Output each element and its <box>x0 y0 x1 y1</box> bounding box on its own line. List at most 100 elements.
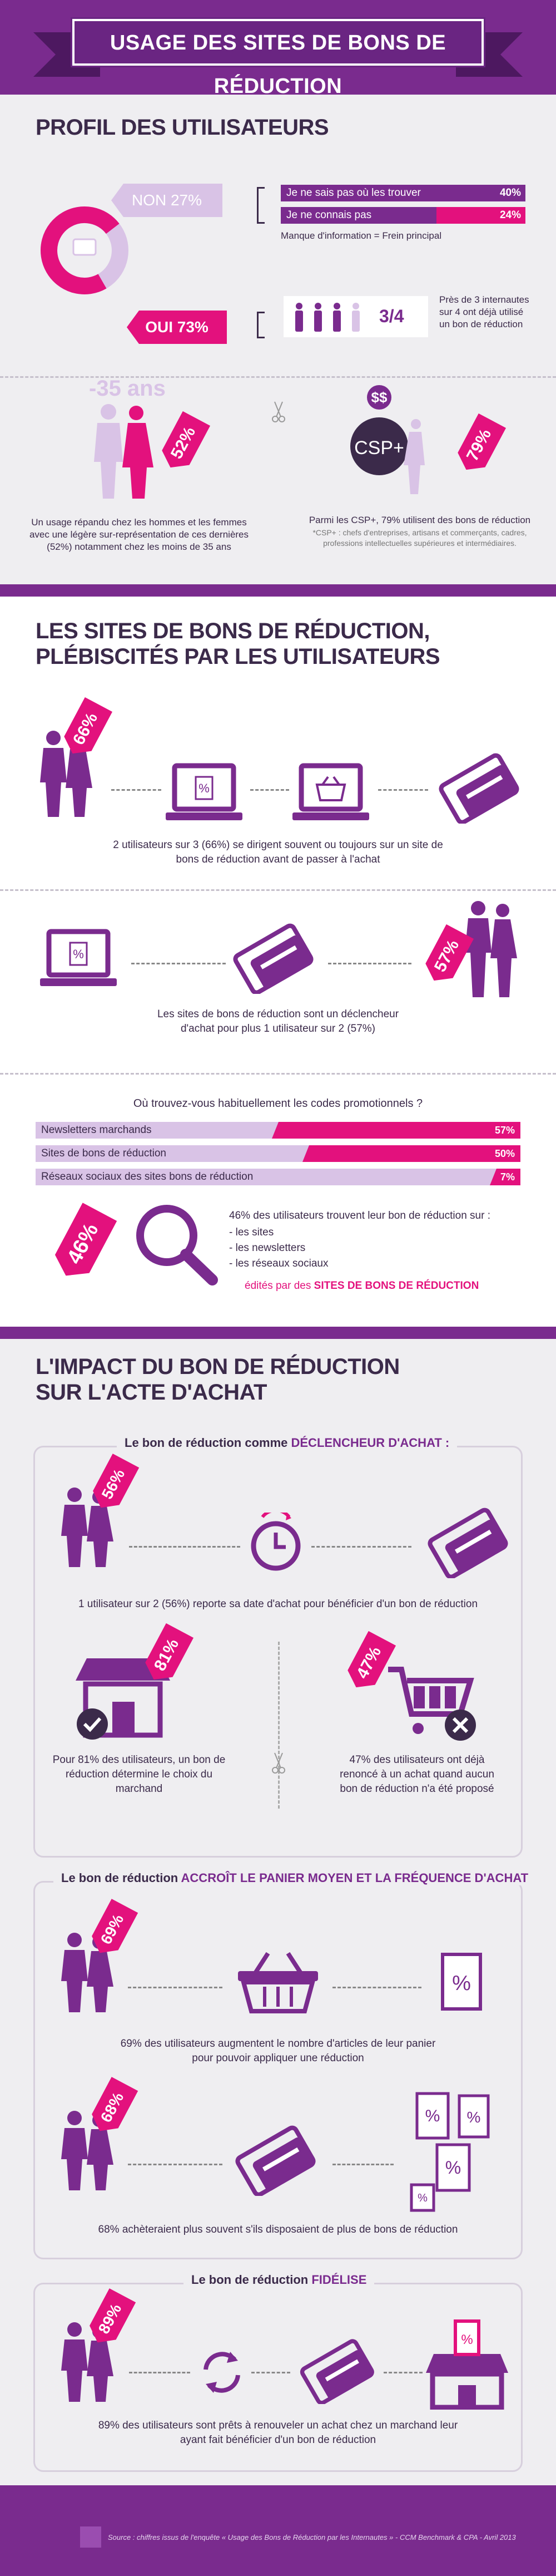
scissors-icon-2 <box>272 1752 285 1774</box>
channel-bar-1: 57% <box>272 1122 520 1139</box>
flow-line-8 <box>128 1987 222 1988</box>
reasons-note: Manque d'information = Frein principal <box>281 230 442 241</box>
oui-tag: OUI 73% <box>127 311 227 344</box>
flow-line-12 <box>129 2372 190 2373</box>
svg-text:%: % <box>418 2192 428 2204</box>
channel-row-1: Newsletters marchands 57% <box>36 1122 520 1139</box>
svg-text:%: % <box>452 1972 471 1995</box>
text-46-end: édités par des SITES DE BONS DE RÉDUCTIO… <box>245 1280 479 1292</box>
ratio-box: 3/4 <box>284 296 428 337</box>
flow-line-11 <box>332 2164 394 2165</box>
credit-card-icon-2 <box>233 923 314 994</box>
text-46-intro: 46% des utilisateurs trouvent leur bon d… <box>229 1210 490 1221</box>
divider-band-2 <box>0 1327 556 1339</box>
text-46-item-1: - les sites <box>229 1227 274 1238</box>
reason-value-1: 40% <box>499 187 521 199</box>
divider-band-1 <box>0 584 556 597</box>
svg-text:$$: $$ <box>371 389 388 406</box>
box1-title: Le bon de réduction comme DÉCLENCHEUR D'… <box>117 1436 458 1450</box>
svg-text:%: % <box>425 2107 440 2125</box>
box1-vertical-divider <box>278 1642 280 1809</box>
impact-title-1: L'IMPACT DU BON DE RÉDUCTION <box>36 1355 400 1379</box>
page-title: USAGE DES SITES DE BONS DE RÉDUCTION <box>110 31 446 98</box>
svg-text:%: % <box>198 781 210 795</box>
recycle-icon <box>203 2352 240 2393</box>
text-68: 68% achèteraient plus souvent s'ils disp… <box>98 2224 458 2235</box>
flow-line-4 <box>131 963 226 964</box>
shop-coupon-icon: % <box>426 2319 508 2410</box>
ccm-logo <box>80 2526 101 2548</box>
shopping-couple-icon-3 <box>61 1488 113 1567</box>
reason-value-2: 24% <box>499 209 521 221</box>
sites-title-1: LES SITES DE BONS DE RÉDUCTION, <box>36 619 430 643</box>
csp-note: *CSP+ : chefs d'entreprises, artisans et… <box>312 528 527 548</box>
channels-question: Où trouvez-vous habituellement les codes… <box>133 1097 423 1110</box>
laptop-percent-icon-2: % <box>40 929 117 986</box>
box2-title-a: Le bon de réduction <box>61 1871 178 1885</box>
flow-line-6 <box>129 1546 240 1548</box>
non-tag: NON 27% <box>111 184 222 217</box>
shopping-couple-icon-5 <box>61 2111 113 2190</box>
shopping-couple-icon <box>40 731 92 817</box>
text-56: 1 utilisateur sur 2 (56%) reporte sa dat… <box>78 1598 478 1610</box>
ratio-text: Près de 3 internautes sur 4 ont déjà uti… <box>439 294 529 329</box>
channel-row-2: Sites de bons de réduction 50% <box>36 1145 520 1162</box>
coupons-stack-icon: %%%% <box>410 2092 490 2212</box>
box3-title: Le bon de réduction FIDÉLISE <box>183 2273 375 2287</box>
flow-line-3 <box>378 789 428 791</box>
sites-divider-2 <box>0 1073 556 1075</box>
women-text: Un usage répandu chez les hommes et les … <box>29 517 249 552</box>
text-46-item-3: - les réseaux sociaux <box>229 1258 329 1269</box>
pct-46: 46% <box>62 1219 103 1268</box>
text-46-item-2: - les newsletters <box>229 1242 306 1254</box>
magnifier-icon <box>136 1205 218 1285</box>
csp-money-icon: $$ <box>350 385 425 494</box>
channel-row-3: Réseaux sociaux des sites bons de réduct… <box>36 1169 520 1185</box>
text-89: 89% des utilisateurs sont prêts à renouv… <box>98 2420 458 2446</box>
svg-text:%: % <box>461 2332 473 2347</box>
text-66: 2 utilisateurs sur 3 (66%) se dirigent s… <box>113 839 443 865</box>
flow-line-5 <box>328 963 411 964</box>
text-46-end-b: SITES DE BONS DE RÉDUCTION <box>314 1280 479 1292</box>
channel-value-3: 7% <box>500 1171 515 1183</box>
clock-icon <box>251 1513 301 1571</box>
box1-title-a: Le bon de réduction comme <box>125 1436 288 1450</box>
basket-icon <box>238 1952 318 2013</box>
header-ribbon: USAGE DES SITES DE BONS DE RÉDUCTION <box>72 19 484 98</box>
footer-source: Source : chiffres issus de l'enquête « U… <box>108 2533 516 2541</box>
text-69: 69% des utilisateurs augmentent le nombr… <box>120 2038 436 2064</box>
reason-row-2: Je ne connais pas 24% <box>281 207 525 224</box>
shop-check-icon <box>76 1658 170 1740</box>
box1-title-b: DÉCLENCHEUR D'ACHAT : <box>291 1436 450 1450</box>
box2-title: Le bon de réduction ACCROÎT LE PANIER MO… <box>53 1871 537 1885</box>
scissors-icon <box>272 401 285 422</box>
reason-label-2: Je ne connais pas <box>286 209 372 221</box>
reason-bar-2 <box>281 207 436 224</box>
svg-text:%: % <box>467 2109 481 2126</box>
laptop-basket-icon <box>292 763 369 820</box>
text-46-end-a: édités par des <box>245 1280 311 1292</box>
svg-text:%: % <box>445 2158 461 2178</box>
reason-row-1: Je ne sais pas où les trouver 40% <box>281 185 525 201</box>
svg-text:%: % <box>73 947 84 961</box>
non-label: NON 27% <box>131 191 202 209</box>
flow-line-13 <box>251 2372 290 2373</box>
flow-line-1 <box>111 789 161 791</box>
box3-title-a: Le bon de réduction <box>191 2273 309 2287</box>
credit-card-icon-4 <box>235 2125 316 2196</box>
age-label: -35 ans <box>89 376 166 401</box>
flow-line-10 <box>128 2164 222 2165</box>
credit-card-icon-3 <box>428 1508 508 1578</box>
donut-chart-icon <box>41 206 128 294</box>
profil-band <box>0 95 556 584</box>
tag-46: 46% <box>49 1203 117 1285</box>
cart-cross-icon <box>388 1667 476 1741</box>
bracket-bottom <box>257 312 265 338</box>
reason-label-1: Je ne sais pas où les trouver <box>286 187 421 199</box>
impact-title-2: SUR L'ACTE D'ACHAT <box>36 1380 267 1405</box>
flow-line-7 <box>311 1546 411 1548</box>
shopping-couple-icon-6 <box>61 2322 113 2402</box>
laptop-percent-icon: % <box>166 763 242 820</box>
flow-line-9 <box>332 1987 421 1988</box>
sites-title-2: PLÉBISCITÉS PAR LES UTILISATEURS <box>36 644 440 669</box>
